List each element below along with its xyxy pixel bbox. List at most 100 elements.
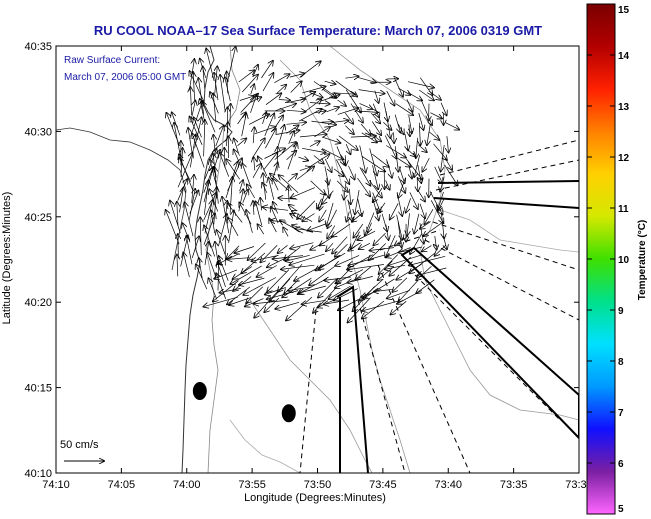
current-arrow [296, 167, 314, 180]
current-arrow [405, 158, 422, 180]
current-arrow [348, 242, 361, 251]
colorbar-tick-label: 5 [618, 504, 624, 515]
x-axis-label: Longitude (Degrees:Minutes) [244, 492, 386, 504]
current-arrow [397, 221, 402, 248]
current-arrow [274, 142, 296, 160]
y-tick-label: 40:20 [24, 297, 52, 309]
current-arrow [203, 180, 208, 215]
current-arrow [447, 136, 449, 152]
x-tick-label: 73:45 [369, 479, 397, 491]
current-arrow [418, 191, 425, 201]
current-arrow [313, 155, 324, 164]
colorbar-tick-label: 12 [618, 153, 630, 164]
current-arrow [422, 157, 430, 172]
current-arrow [190, 87, 191, 116]
current-arrow [345, 155, 346, 165]
current-arrow [375, 90, 379, 103]
current-arrow [335, 243, 348, 257]
buoy-2-marker [281, 404, 296, 423]
current-arrow [409, 255, 446, 265]
current-arrow [357, 230, 376, 240]
current-arrow [302, 299, 326, 304]
current-arrow [264, 297, 280, 312]
current-arrow [445, 122, 460, 130]
current-arrow [348, 254, 385, 265]
current-arrow [302, 213, 315, 222]
current-arrow [191, 236, 199, 259]
current-arrow [314, 127, 330, 138]
current-arrow [336, 180, 348, 192]
current-arrow [369, 180, 382, 197]
current-arrow [209, 189, 219, 212]
depth-contour-5 [439, 209, 579, 253]
current-arrow [407, 213, 409, 235]
current-arrow [409, 192, 418, 209]
current-arrow [347, 276, 373, 282]
current-arrow [314, 111, 325, 113]
current-arrow [338, 135, 358, 150]
current-arrow [322, 148, 343, 160]
current-arrow [204, 296, 238, 307]
current-arrow [383, 121, 391, 130]
depth-contour-6 [229, 419, 301, 473]
current-arrow [361, 155, 385, 171]
current-arrow [183, 253, 190, 278]
current-arrow [217, 262, 226, 288]
current-arrow [333, 93, 355, 94]
current-arrow [264, 129, 276, 149]
current-arrow [263, 173, 266, 200]
current-arrow [384, 135, 396, 159]
current-arrow [224, 148, 225, 168]
current-arrow [267, 269, 290, 293]
current-arrow [344, 112, 353, 124]
current-arrow [435, 236, 437, 250]
chart-title: RU COOL NOAA–17 Sea Surface Temperature:… [94, 23, 542, 38]
current-arrow [170, 201, 181, 234]
current-arrow [278, 198, 298, 199]
current-arrow [251, 138, 265, 159]
current-arrow [321, 136, 340, 143]
current-arrow [278, 245, 288, 253]
current-arrow [338, 298, 361, 311]
current-arrow [357, 76, 376, 82]
current-arrow [200, 217, 201, 256]
current-arrow [275, 301, 300, 309]
current-arrow [227, 203, 243, 223]
current-arrow [243, 277, 277, 296]
current-arrow [428, 90, 441, 100]
current-arrow [441, 145, 445, 171]
current-arrow [359, 145, 366, 172]
colorbar-label: Temperature (°C) [637, 220, 648, 301]
current-arrow [263, 207, 289, 210]
current-arrow [372, 121, 381, 136]
current-arrow [427, 123, 430, 145]
current-arrow [372, 153, 389, 167]
current-arrow [277, 147, 278, 171]
current-arrow [310, 180, 326, 195]
y-tick-label: 40:15 [24, 383, 52, 395]
current-arrow [414, 155, 421, 177]
current-arrow [273, 179, 279, 191]
y-tick-label: 40:30 [24, 126, 52, 138]
current-arrow [420, 221, 431, 229]
current-arrow [393, 77, 403, 97]
current-arrow [424, 209, 434, 224]
current-arrow [369, 132, 381, 142]
current-arrow [324, 158, 331, 172]
current-arrow [275, 116, 284, 127]
current-arrow [298, 157, 308, 160]
current-arrow [378, 202, 386, 213]
current-arrow [409, 124, 410, 137]
current-arrow [422, 245, 432, 252]
current-arrow [324, 299, 349, 304]
current-arrow [444, 164, 458, 185]
depth-contour-2 [279, 59, 411, 473]
current-arrow [250, 95, 257, 113]
current-arrow [360, 123, 371, 135]
current-arrow [278, 100, 290, 101]
current-arrow [261, 61, 273, 79]
current-arrow [202, 101, 216, 133]
current-arrow [333, 168, 344, 176]
x-tick-label: 73:50 [304, 479, 332, 491]
